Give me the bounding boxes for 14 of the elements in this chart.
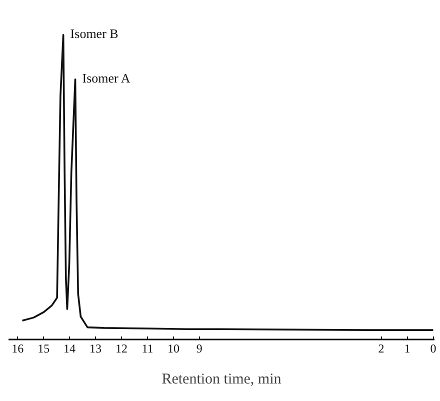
- annotation: Isomer A: [82, 70, 131, 86]
- x-tick-label: 10: [167, 342, 180, 356]
- x-tick-label: 16: [12, 342, 24, 356]
- x-tick-label: 2: [378, 342, 384, 356]
- x-tick-label: 0: [430, 342, 436, 356]
- x-tick-label: 1: [404, 342, 410, 356]
- x-tick-label: 15: [38, 342, 50, 356]
- annotation: Isomer B: [70, 26, 119, 41]
- x-axis-title: Retention time, min: [162, 372, 282, 388]
- x-tick-label: 9: [196, 342, 202, 356]
- x-tick-label: 11: [142, 342, 154, 356]
- x-tick-label: 13: [90, 342, 102, 356]
- x-tick-label: 12: [115, 342, 128, 356]
- x-tick-label: 14: [64, 342, 76, 356]
